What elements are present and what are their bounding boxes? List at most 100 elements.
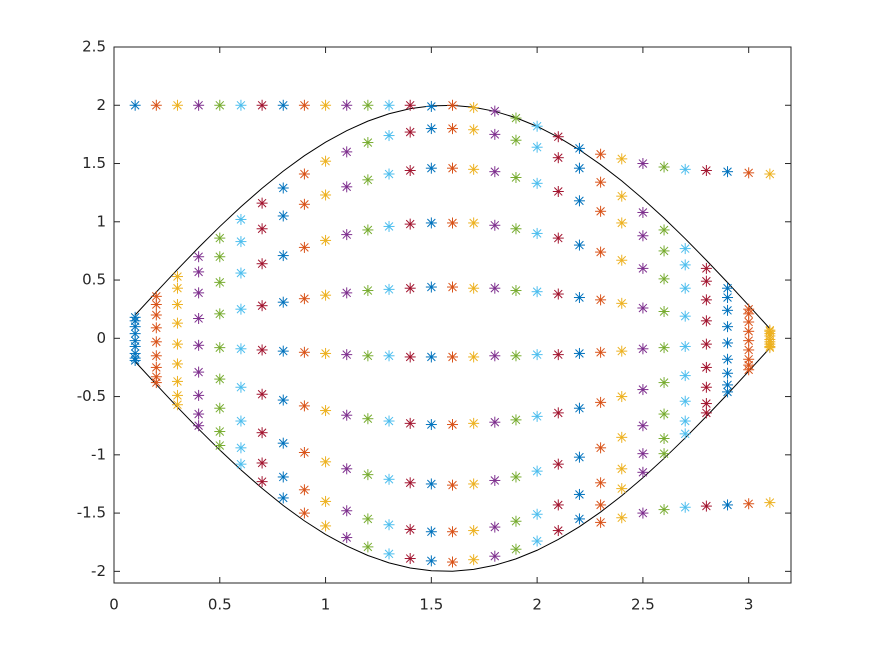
asterisk-marker bbox=[573, 162, 585, 174]
asterisk-marker bbox=[425, 100, 437, 112]
asterisk-marker bbox=[362, 413, 374, 425]
asterisk-marker bbox=[214, 232, 226, 244]
asterisk-marker bbox=[320, 456, 332, 468]
y-tick-label: 1 bbox=[96, 212, 106, 230]
asterisk-marker bbox=[150, 290, 162, 302]
asterisk-marker bbox=[425, 162, 437, 174]
asterisk-marker bbox=[425, 478, 437, 490]
asterisk-marker bbox=[573, 488, 585, 500]
y-tick-label: 1.5 bbox=[82, 154, 106, 172]
asterisk-marker bbox=[573, 402, 585, 414]
asterisk-marker bbox=[658, 504, 670, 516]
asterisk-marker bbox=[256, 300, 268, 312]
asterisk-marker bbox=[700, 338, 712, 350]
asterisk-marker bbox=[616, 483, 628, 495]
y-tick-label: 0.5 bbox=[82, 271, 106, 289]
asterisk-marker bbox=[616, 254, 628, 266]
asterisk-marker bbox=[425, 217, 437, 229]
asterisk-marker bbox=[510, 172, 522, 184]
y-tick-label: 2.5 bbox=[82, 38, 106, 56]
asterisk-marker bbox=[743, 167, 755, 179]
asterisk-marker bbox=[616, 463, 628, 475]
asterisk-marker bbox=[743, 316, 755, 328]
asterisk-marker bbox=[150, 350, 162, 362]
asterisk-marker bbox=[722, 321, 734, 333]
asterisk-marker bbox=[404, 165, 416, 177]
asterisk-marker bbox=[193, 339, 205, 351]
asterisk-marker bbox=[298, 293, 310, 305]
asterisk-marker bbox=[404, 218, 416, 230]
asterisk-marker bbox=[383, 283, 395, 295]
asterisk-marker bbox=[722, 292, 734, 304]
asterisk-marker bbox=[722, 386, 734, 398]
asterisk-marker bbox=[616, 217, 628, 229]
asterisk-marker bbox=[447, 162, 458, 174]
asterisk-marker bbox=[700, 500, 712, 512]
asterisk-marker bbox=[447, 419, 458, 431]
asterisk-marker bbox=[256, 258, 268, 270]
asterisk-marker bbox=[764, 342, 776, 354]
asterisk-marker bbox=[743, 325, 755, 337]
asterisk-marker bbox=[510, 471, 522, 483]
asterisk-marker bbox=[679, 259, 691, 271]
asterisk-marker bbox=[256, 99, 268, 111]
asterisk-marker bbox=[743, 498, 755, 510]
asterisk-marker bbox=[658, 273, 670, 285]
x-tick-label: 3 bbox=[744, 596, 754, 614]
asterisk-marker bbox=[595, 499, 607, 511]
asterisk-marker bbox=[362, 350, 374, 362]
asterisk-marker bbox=[700, 262, 712, 274]
y-tick-label: -1.5 bbox=[77, 504, 106, 522]
asterisk-marker bbox=[235, 267, 247, 279]
asterisk-marker bbox=[489, 166, 501, 178]
asterisk-marker bbox=[552, 499, 564, 511]
asterisk-marker bbox=[235, 236, 247, 248]
asterisk-marker bbox=[637, 206, 649, 218]
asterisk-marker bbox=[277, 99, 289, 111]
asterisk-marker bbox=[425, 419, 437, 431]
asterisk-marker bbox=[489, 219, 501, 231]
asterisk-marker bbox=[743, 335, 755, 347]
asterisk-marker bbox=[256, 197, 268, 209]
x-tick-label: 0 bbox=[109, 596, 119, 614]
asterisk-marker bbox=[616, 297, 628, 309]
asterisk-marker bbox=[362, 174, 374, 186]
asterisk-marker bbox=[298, 168, 310, 180]
envelope-line bbox=[134, 104, 771, 329]
asterisk-marker bbox=[425, 526, 437, 538]
asterisk-marker bbox=[404, 99, 416, 111]
asterisk-marker bbox=[658, 408, 670, 420]
asterisk-marker bbox=[193, 420, 205, 432]
asterisk-marker bbox=[552, 152, 564, 164]
asterisk-marker bbox=[129, 354, 141, 366]
asterisk-marker bbox=[341, 505, 353, 517]
asterisk-marker bbox=[722, 367, 734, 379]
asterisk-marker bbox=[552, 349, 564, 361]
asterisk-marker bbox=[700, 381, 712, 393]
asterisk-marker bbox=[383, 130, 395, 142]
asterisk-marker bbox=[383, 415, 395, 427]
asterisk-marker bbox=[362, 541, 374, 553]
asterisk-marker bbox=[679, 163, 691, 175]
asterisk-marker bbox=[256, 344, 268, 356]
asterisk-marker bbox=[214, 342, 226, 354]
asterisk-marker bbox=[552, 288, 564, 300]
asterisk-marker bbox=[637, 384, 649, 396]
asterisk-marker bbox=[298, 400, 310, 412]
asterisk-marker bbox=[595, 294, 607, 306]
asterisk-marker bbox=[298, 99, 310, 111]
asterisk-marker bbox=[573, 451, 585, 463]
asterisk-marker bbox=[341, 146, 353, 158]
asterisk-marker bbox=[468, 417, 480, 429]
asterisk-marker bbox=[679, 370, 691, 382]
asterisk-marker bbox=[277, 182, 289, 194]
asterisk-marker bbox=[743, 308, 755, 320]
asterisk-marker bbox=[404, 282, 416, 294]
asterisk-marker bbox=[214, 426, 226, 438]
asterisk-marker bbox=[616, 391, 628, 403]
asterisk-marker bbox=[743, 364, 755, 376]
asterisk-marker bbox=[722, 353, 734, 365]
asterisk-marker bbox=[383, 548, 395, 560]
asterisk-marker bbox=[341, 532, 353, 544]
asterisk-marker bbox=[235, 458, 247, 470]
